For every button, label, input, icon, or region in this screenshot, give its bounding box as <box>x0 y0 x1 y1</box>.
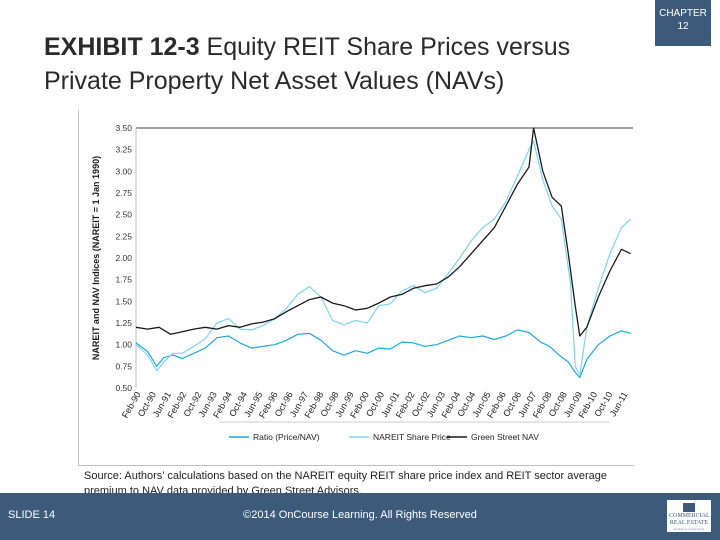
copyright: ©2014 OnCourse Learning. All Rights Rese… <box>243 509 477 521</box>
logo-line2: REAL ESTATE <box>669 520 709 526</box>
chart-svg: 3.50 3.25 3.00 2.75 2.50 2.25 2.00 1.75 1.50 1.25… <box>91 123 633 442</box>
footer-bar <box>0 493 720 540</box>
exhibit-title-text: Equity REIT Share Prices versus Private … <box>44 33 571 95</box>
series-line-nav <box>135 127 631 337</box>
page-title: EXHIBIT 12-3 Equity REIT Share Prices ve… <box>44 30 644 98</box>
chart-frame: 3.50 3.25 3.00 2.75 2.50 2.25 2.00 1.75 1.50 1.25… <box>78 110 634 466</box>
legend-label-ratio: Ratio (Price/NAV) <box>253 432 320 442</box>
slide-number: SLIDE 14 <box>8 509 56 521</box>
logo-line1: COMMERCIAL <box>669 513 710 519</box>
logo-mark-icon <box>683 503 695 512</box>
chapter-tab: CHAPTER 12 <box>655 0 711 46</box>
chapter-number: 12 <box>677 21 689 32</box>
y-tick-label: 2.25 <box>115 231 132 241</box>
y-tick-label: 2.50 <box>115 210 132 220</box>
y-tick-label: 2.75 <box>115 188 132 198</box>
logo-line3: analysis & investments <box>673 527 705 531</box>
y-tick-labels: 3.50 3.25 3.00 2.75 2.50 2.25 2.00 1.75 1.50 1.25… <box>115 123 132 393</box>
y-tick-label: 3.25 <box>115 145 132 155</box>
exhibit-number: EXHIBIT 12-3 <box>44 33 200 61</box>
y-tick-label: 1.75 <box>115 275 132 285</box>
x-tick-labels: Feb-90Oct-90Jun-91Feb-92Oct-92Jun-93Feb-… <box>120 390 630 420</box>
legend-label-nav: Green Street NAV <box>471 432 539 442</box>
y-axis-label: NAREIT and NAV Indices (NAREIT = 1 Jan 1… <box>91 156 101 360</box>
legend-label-nareit: NAREIT Share Price <box>373 432 451 442</box>
y-tick-label: 1.50 <box>115 296 132 306</box>
y-tick-label: 0.75 <box>115 361 132 371</box>
chart-gridlines <box>135 127 633 388</box>
chart-legend: Ratio (Price/NAV) NAREIT Share Price Green… <box>219 421 609 442</box>
y-tick-label: 2.00 <box>115 253 132 263</box>
y-tick-label: 3.50 <box>115 123 132 133</box>
series-lines <box>135 127 632 379</box>
series-line-ratio <box>135 329 631 379</box>
chapter-label: CHAPTER <box>659 8 707 19</box>
series-line-nareit <box>135 140 632 376</box>
y-tick-label: 3.00 <box>115 166 132 176</box>
y-tick-label: 1.00 <box>115 340 132 350</box>
y-tick-label: 1.25 <box>115 318 132 328</box>
y-tick-label: 0.50 <box>115 383 132 393</box>
publisher-logo: COMMERCIAL REAL ESTATE analysis & invest… <box>667 500 711 532</box>
